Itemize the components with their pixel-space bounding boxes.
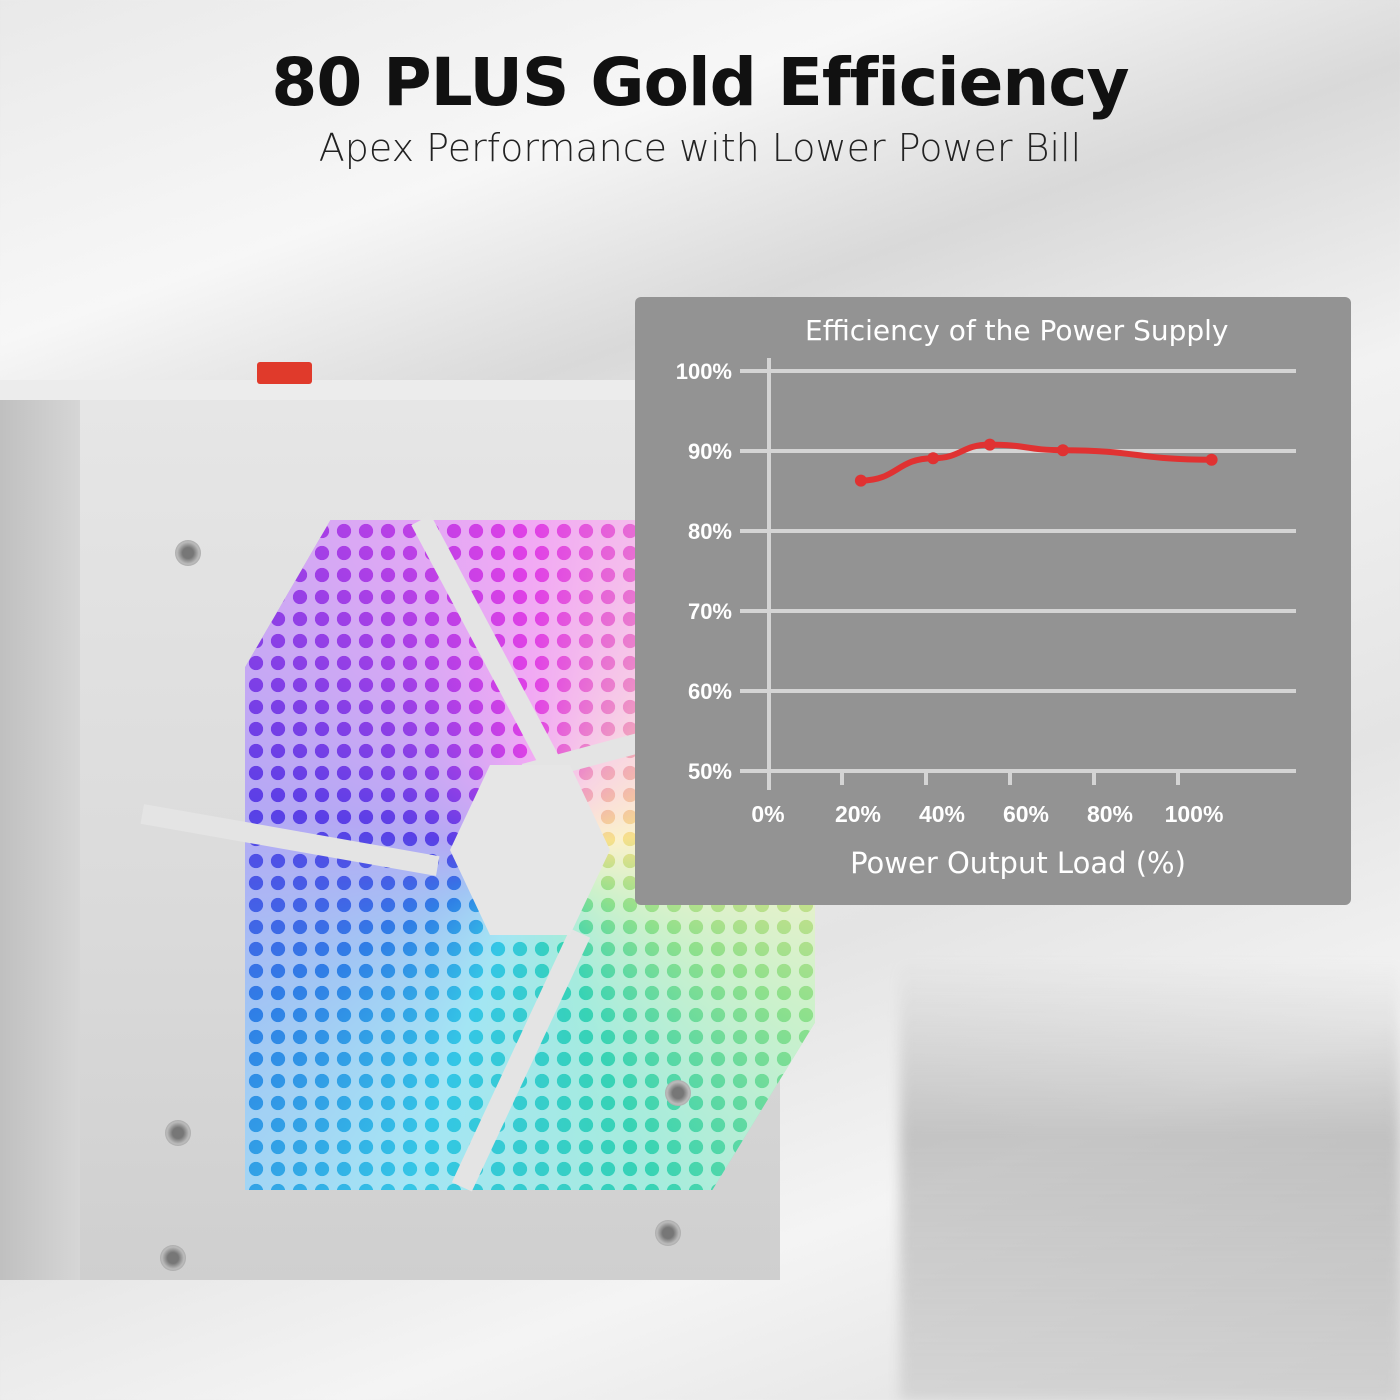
chart-panel (635, 297, 1351, 905)
x-axis-label: Power Output Load (%) (850, 846, 1186, 880)
castle-background-image (900, 960, 1400, 1400)
power-switch (257, 362, 312, 384)
x-tick-label: 20% (835, 801, 881, 827)
screw-icon (165, 1120, 191, 1146)
x-tick-label: 40% (919, 801, 965, 827)
screw-icon (160, 1245, 186, 1271)
screw-icon (655, 1220, 681, 1246)
y-tick-label: 60% (688, 679, 732, 704)
data-point (854, 474, 867, 487)
psu-side (0, 400, 80, 1280)
y-tick-label: 100% (676, 359, 732, 384)
psu-top (0, 362, 640, 402)
y-tick-label: 50% (688, 759, 732, 784)
data-point (983, 438, 996, 451)
x-tick-label: 0% (751, 801, 784, 827)
x-tick-label: 60% (1003, 801, 1049, 827)
chart-title: Efficiency of the Power Supply (805, 314, 1229, 347)
y-tick-label: 80% (688, 519, 732, 544)
data-point (1205, 453, 1218, 466)
page-title: 80 PLUS Gold Efficiency (271, 44, 1129, 121)
data-point (927, 452, 940, 465)
screw-icon (175, 540, 201, 566)
data-point (1056, 444, 1069, 457)
screw-icon (665, 1080, 691, 1106)
page-subtitle: Apex Performance with Lower Power Bill (318, 126, 1082, 170)
y-tick-label: 70% (688, 599, 732, 624)
x-tick-label: 80% (1087, 801, 1133, 827)
x-tick-label: 100% (1165, 801, 1224, 827)
y-tick-label: 90% (688, 439, 732, 464)
